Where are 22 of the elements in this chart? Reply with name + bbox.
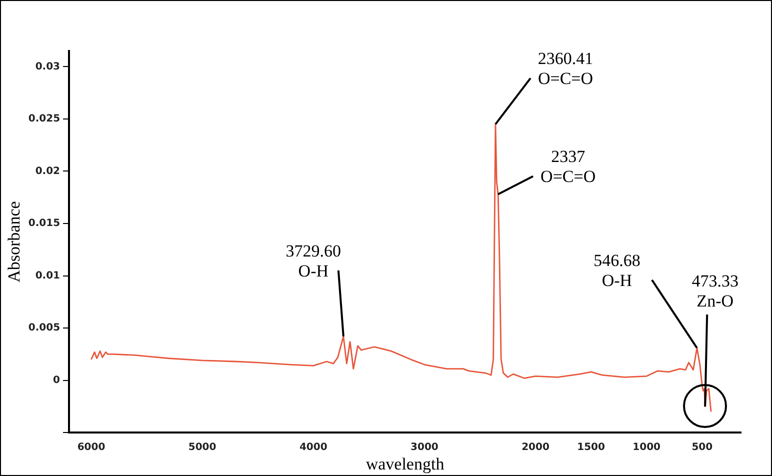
- x-tick-label: 3000: [410, 442, 438, 454]
- y-tick-label: 0: [53, 374, 60, 386]
- y-tick-label: 0.01: [35, 270, 60, 282]
- y-tick-label: 0.025: [28, 114, 60, 125]
- x-tick-label: 1500: [577, 442, 606, 454]
- x-tick-label: 4000: [299, 442, 328, 454]
- y-tick-label: 0.015: [28, 218, 60, 230]
- x-tick-label: 6000: [77, 442, 106, 454]
- y-tick-label: 0.02: [35, 166, 60, 177]
- x-tick-label: 2000: [522, 442, 550, 454]
- y-tick-label: 0.005: [28, 322, 60, 334]
- y-tick-label: 0.03: [35, 61, 60, 72]
- annotation: 2337 O=C=O: [540, 147, 596, 186]
- annotation: 2360.41 O=C=O: [538, 49, 594, 88]
- y-axis-title: Absorbance: [4, 201, 24, 282]
- annotation: 473.33 Zn-O: [692, 271, 738, 310]
- x-tick-label: 1000: [632, 442, 661, 454]
- annotation: 3729.60 O-H: [286, 241, 342, 280]
- x-tick-label: 500: [692, 442, 713, 454]
- x-tick-label: 5000: [188, 442, 216, 454]
- annotation: 546.68 O-H: [594, 250, 640, 290]
- x-axis-title: wavelength: [366, 454, 445, 474]
